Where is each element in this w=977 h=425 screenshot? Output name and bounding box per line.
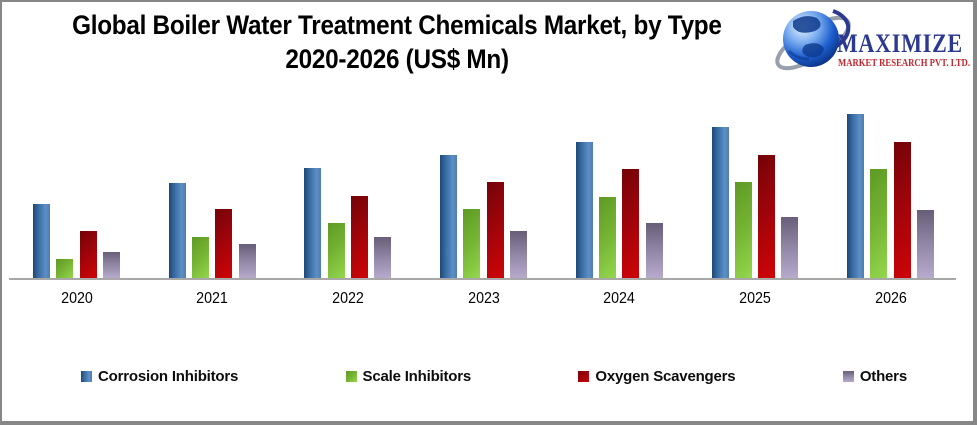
legend-item-scale-inhibitors: Scale Inhibitors: [345, 368, 472, 385]
bar-scale-inhibitors-2026: [870, 169, 888, 278]
bar-others-2025: [781, 217, 799, 278]
bar-group-2021: [168, 183, 256, 278]
legend-item-others: Others: [842, 368, 907, 385]
bar-group-2025: [711, 127, 799, 278]
bar-others-2021: [238, 244, 256, 278]
bar-others-2022: [374, 237, 392, 278]
x-axis-label-2024: 2024: [603, 290, 636, 307]
legend-swatch-corrosion-inhibitors: [81, 371, 92, 382]
bar-oxygen-scavengers-2021: [215, 209, 233, 278]
legend-label-corrosion-inhibitors: Corrosion Inhibitors: [98, 368, 239, 385]
bar-corrosion-inhibitors-2023: [440, 155, 458, 278]
x-axis-labels: 2020 2021 2022 2023 2024 2025 2026: [9, 290, 956, 310]
bar-others-2023: [509, 231, 527, 278]
x-axis-label-2025: 2025: [739, 290, 771, 307]
legend-item-oxygen-scavengers: Oxygen Scavengers: [578, 368, 736, 385]
bar-group-2024: [575, 142, 663, 278]
bar-corrosion-inhibitors-2025: [711, 127, 729, 278]
chart-title-line2: 2020-2026 (US$ Mn): [285, 44, 509, 74]
legend-swatch-scale-inhibitors: [345, 371, 357, 382]
logo-subtitle: MARKET RESEARCH PVT. LTD.: [838, 58, 970, 69]
legend-label-others: Others: [859, 368, 907, 385]
bar-oxygen-scavengers-2026: [893, 142, 911, 278]
globe-swoosh-icon: [775, 9, 851, 71]
bar-scale-inhibitors-2022: [327, 223, 345, 278]
chart-title-line1: Global Boiler Water Treatment Chemicals …: [72, 10, 722, 40]
x-axis-label-2022: 2022: [332, 290, 364, 307]
bar-corrosion-inhibitors-2024: [575, 142, 593, 278]
bar-scale-inhibitors-2023: [463, 209, 481, 278]
bar-corrosion-inhibitors-2021: [168, 183, 186, 278]
plot-area: [9, 93, 956, 280]
legend-label-oxygen-scavengers: Oxygen Scavengers: [595, 368, 736, 385]
bar-group-2023: [440, 155, 527, 278]
bar-scale-inhibitors-2024: [599, 197, 617, 278]
logo-wordmark: MAXIMIZE: [837, 29, 963, 58]
bar-oxygen-scavengers-2024: [622, 169, 640, 278]
chart-title: Global Boiler Water Treatment Chemicals …: [2, 8, 792, 76]
legend-swatch-others: [842, 371, 854, 382]
legend-swatch-oxygen-scavengers: [578, 371, 590, 382]
bar-scale-inhibitors-2020: [56, 259, 74, 278]
bar-scale-inhibitors-2025: [734, 182, 752, 278]
x-axis-label-2021: 2021: [196, 290, 229, 307]
bar-group-2020: [33, 204, 120, 278]
bar-others-2020: [102, 252, 120, 278]
x-axis-label-2026: 2026: [874, 290, 907, 307]
legend-item-corrosion-inhibitors: Corrosion Inhibitors: [81, 368, 238, 385]
bar-oxygen-scavengers-2023: [486, 182, 504, 278]
bar-oxygen-scavengers-2022: [350, 196, 368, 278]
bar-others-2026: [917, 210, 935, 278]
x-axis-label-2023: 2023: [467, 290, 500, 307]
legend: Corrosion Inhibitors Scale Inhibitors Oxyg…: [81, 368, 907, 385]
maximize-market-research-logo: MAXIMIZE MARKET RESEARCH PVT. LTD.: [775, 9, 970, 71]
bar-corrosion-inhibitors-2020: [33, 204, 50, 278]
bar-others-2024: [645, 223, 663, 278]
bar-corrosion-inhibitors-2026: [847, 114, 865, 278]
x-axis-label-2020: 2020: [60, 290, 93, 307]
bar-group-2026: [847, 114, 935, 278]
bar-group-2022: [304, 168, 392, 278]
bar-scale-inhibitors-2021: [191, 237, 209, 278]
bar-corrosion-inhibitors-2022: [304, 168, 322, 278]
bar-oxygen-scavengers-2020: [79, 231, 97, 278]
bar-oxygen-scavengers-2025: [758, 155, 776, 278]
legend-label-scale-inhibitors: Scale Inhibitors: [362, 368, 472, 385]
